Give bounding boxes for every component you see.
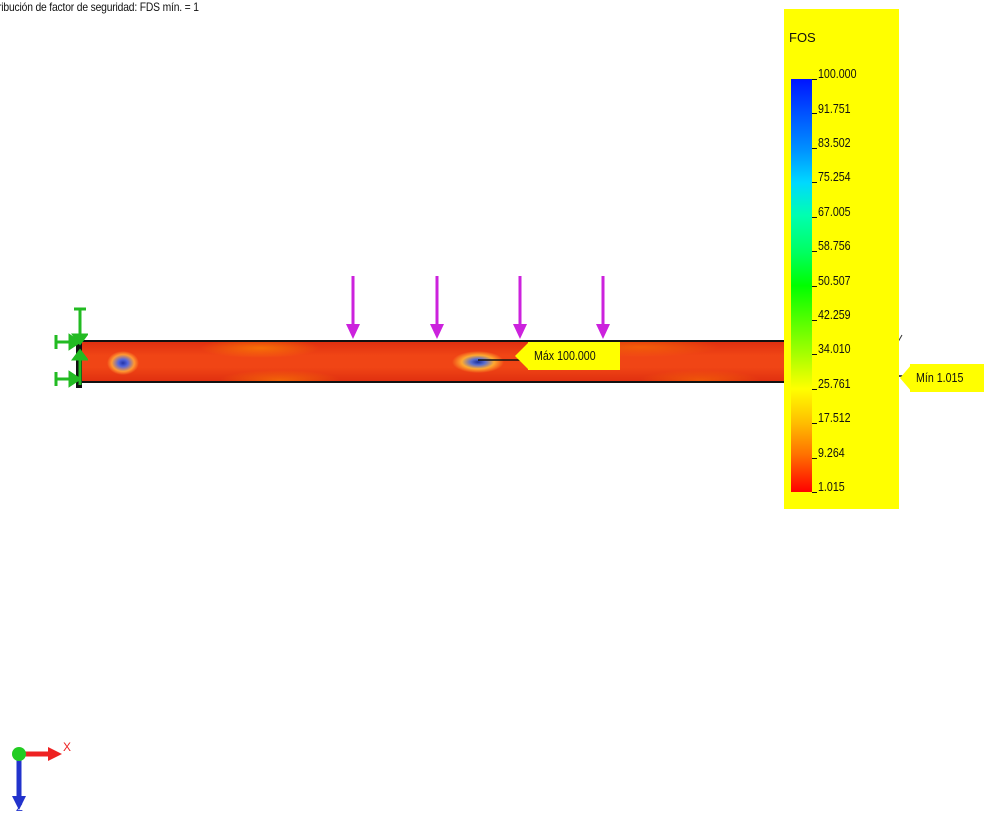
plot-title: ribución de factor de seguridad: FDS mín…	[0, 0, 199, 14]
legend-tick	[812, 492, 817, 493]
legend-tick	[812, 286, 817, 287]
max-leader-line	[478, 359, 526, 361]
fos-legend: FOS 100.000 91.751 83.502 75.254 67.005 …	[784, 9, 899, 509]
legend-tick-label: 9.264	[818, 445, 845, 460]
triad-icon	[12, 747, 62, 810]
legend-tick-label: 1.015	[818, 479, 845, 494]
legend-tick-label: 50.507	[818, 273, 851, 288]
legend-tick-label: 100.000	[818, 66, 857, 81]
legend-tick	[812, 423, 817, 424]
legend-tick	[812, 458, 817, 459]
legend-tick	[812, 182, 817, 183]
min-value-label: Mín 1.015	[916, 370, 964, 385]
fixture-icon[interactable]	[52, 305, 88, 391]
legend-tick	[812, 113, 817, 114]
legend-tick	[812, 320, 817, 321]
legend-tick	[812, 251, 817, 252]
axis-triad[interactable]: X Z	[6, 738, 76, 816]
load-arrow[interactable]	[427, 276, 447, 340]
legend-color-bar	[791, 79, 812, 492]
min-value-callout[interactable]: Mín 1.015	[910, 364, 984, 392]
legend-tick	[812, 79, 817, 80]
legend-tick-label: 42.259	[818, 307, 851, 322]
max-callout-pointer	[515, 342, 529, 370]
load-arrow[interactable]	[343, 276, 363, 340]
load-arrow[interactable]	[593, 276, 613, 340]
x-axis-label: X	[63, 740, 72, 754]
z-axis-label: Z	[16, 802, 23, 814]
legend-tick	[812, 217, 817, 218]
legend-tick	[812, 389, 817, 390]
load-arrow[interactable]	[510, 276, 530, 340]
beam-model[interactable]	[80, 340, 785, 383]
min-callout-pointer	[900, 364, 912, 392]
max-value-callout[interactable]: Máx 100.000	[528, 342, 620, 370]
legend-tick-label: 91.751	[818, 101, 851, 116]
legend-tick-label: 25.761	[818, 376, 851, 391]
legend-title: FOS	[789, 30, 816, 45]
legend-tick-label: 17.512	[818, 410, 851, 425]
legend-tick	[812, 148, 817, 149]
legend-tick-label: 34.010	[818, 341, 851, 356]
legend-tick-label: 75.254	[818, 169, 851, 184]
legend-tick-label: 83.502	[818, 135, 851, 150]
legend-tick	[812, 354, 817, 355]
legend-tick-label: 58.756	[818, 238, 851, 253]
legend-tick-label: 67.005	[818, 204, 851, 219]
max-value-label: Máx 100.000	[534, 348, 596, 363]
